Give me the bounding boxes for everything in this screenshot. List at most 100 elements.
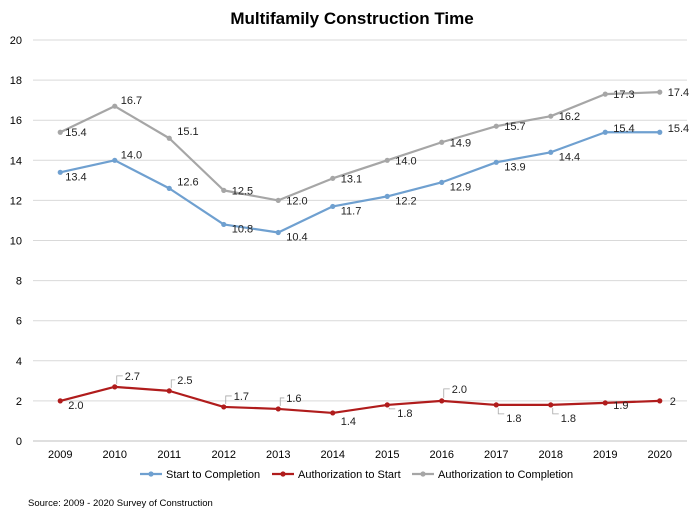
data-point-start-to-completion <box>112 157 118 163</box>
data-label-start-to-completion: 12.9 <box>450 181 471 193</box>
data-label-authorization-to-completion: 12.5 <box>232 185 253 197</box>
data-label-start-to-completion: 14.4 <box>559 151 580 163</box>
series-line-start-to-completion <box>60 131 660 234</box>
y-tick-label: 20 <box>10 35 22 47</box>
data-point-authorization-to-start <box>330 410 336 416</box>
data-point-authorization-to-completion <box>384 157 390 163</box>
legend-label-authorization-to-start: Authorization to Start <box>298 469 401 481</box>
data-label-authorization-to-start: 2 <box>670 396 676 408</box>
data-label-leader <box>170 379 176 388</box>
legend-label-authorization-to-completion: Authorization to Completion <box>438 469 573 481</box>
x-tick-label: 2020 <box>648 449 672 461</box>
data-labels: 13.4 14.0 12.6 10.8 10.4 11.7 12.2 12.9 13.9 14.4… <box>65 87 689 428</box>
y-tick-label: 12 <box>10 195 22 207</box>
y-tick-label: 4 <box>16 356 22 368</box>
y-tick-label: 0 <box>16 436 22 448</box>
data-point-authorization-to-start <box>548 402 554 408</box>
y-tick-label: 18 <box>10 75 22 87</box>
x-tick-label: 2016 <box>430 449 454 461</box>
data-label-authorization-to-completion: 12.0 <box>286 195 307 207</box>
data-label-authorization-to-start: 1.8 <box>506 413 521 425</box>
data-point-start-to-completion <box>493 159 499 165</box>
data-point-authorization-to-completion <box>330 175 336 181</box>
data-point-start-to-completion <box>221 221 227 228</box>
x-tick-label: 2009 <box>48 449 72 461</box>
data-label-authorization-to-start: 2.0 <box>452 384 467 396</box>
series-line-authorization-to-start <box>59 385 660 415</box>
data-label-authorization-to-completion: 17.3 <box>613 89 634 101</box>
data-point-authorization-to-completion <box>657 89 663 95</box>
legend: Start to Completion Authorization to Star… <box>140 469 573 481</box>
data-label-start-to-completion: 12.2 <box>395 195 416 207</box>
data-label-authorization-to-completion: 15.4 <box>65 127 86 139</box>
data-label-start-to-completion: 14.0 <box>121 149 142 161</box>
data-label-authorization-to-start: 1.4 <box>341 416 356 428</box>
data-point-start-to-completion <box>275 229 281 236</box>
series-line-authorization-to-completion <box>59 91 660 202</box>
data-point-authorization-to-completion <box>439 139 445 145</box>
data-label-start-to-completion: 10.8 <box>232 223 253 235</box>
data-label-authorization-to-start: 2.7 <box>125 371 140 383</box>
data-label-authorization-to-start: 2.5 <box>177 375 192 387</box>
data-point-start-to-completion <box>166 185 172 191</box>
data-point-authorization-to-start <box>112 384 118 390</box>
data-label-authorization-to-start: 2.0 <box>68 400 83 412</box>
data-point-start-to-completion <box>439 179 445 185</box>
data-point-authorization-to-start <box>384 402 390 408</box>
data-label-authorization-to-start: 1.6 <box>286 393 301 405</box>
data-label-authorization-to-completion: 13.1 <box>341 173 362 185</box>
data-label-start-to-completion: 12.6 <box>177 176 198 188</box>
data-label-authorization-to-completion: 14.0 <box>395 155 416 167</box>
data-label-authorization-to-start: 1.8 <box>561 413 576 425</box>
data-point-start-to-completion <box>330 203 336 210</box>
x-tick-label: 2018 <box>539 449 563 461</box>
data-point-start-to-completion <box>384 193 390 199</box>
data-point-start-to-completion <box>57 169 63 175</box>
y-tick-label: 8 <box>16 276 22 288</box>
data-label-leader <box>552 407 559 415</box>
data-point-authorization-to-completion <box>275 197 281 203</box>
data-label-leader <box>279 397 285 406</box>
data-point-authorization-to-start <box>439 398 445 404</box>
data-point-start-to-completion <box>657 129 663 135</box>
chart-title: Multifamily Construction Time <box>230 9 473 28</box>
data-label-leader <box>388 407 396 410</box>
data-label-authorization-to-start: 1.8 <box>397 408 412 420</box>
x-tick-label: 2014 <box>321 449 345 461</box>
data-label-start-to-completion: 11.7 <box>341 205 362 217</box>
data-point-authorization-to-start <box>221 404 227 410</box>
y-tick-label: 14 <box>10 155 22 167</box>
data-point-authorization-to-start <box>57 398 63 404</box>
x-tick-label: 2019 <box>593 449 617 461</box>
data-label-leader <box>116 375 123 384</box>
legend-marker-authorization-to-completion <box>420 471 426 477</box>
data-label-start-to-completion: 15.4 <box>613 123 634 135</box>
x-tick-label: 2013 <box>266 449 290 461</box>
data-point-start-to-completion <box>548 149 554 155</box>
data-label-authorization-to-completion: 17.4 <box>668 87 689 99</box>
data-label-authorization-to-completion: 16.7 <box>121 95 142 107</box>
data-label-leader <box>225 395 232 404</box>
data-label-authorization-to-start: 1.9 <box>613 400 628 412</box>
series-group <box>57 89 663 416</box>
data-point-authorization-to-start <box>602 400 608 406</box>
x-tick-label: 2015 <box>375 449 399 461</box>
data-point-authorization-to-completion <box>493 123 499 129</box>
data-label-leader <box>497 407 505 415</box>
data-label-start-to-completion: 13.4 <box>65 171 86 183</box>
y-axis-ticks: 0 2 4 6 8 10 12 14 16 18 20 <box>10 35 22 448</box>
data-label-authorization-to-completion: 15.7 <box>504 121 525 133</box>
gridlines <box>33 39 687 442</box>
x-tick-label: 2017 <box>484 449 508 461</box>
data-point-authorization-to-completion <box>221 187 227 193</box>
y-tick-label: 2 <box>16 396 22 408</box>
data-point-authorization-to-completion <box>112 103 118 109</box>
data-label-authorization-to-completion: 15.1 <box>177 126 198 138</box>
y-tick-label: 10 <box>10 236 22 248</box>
data-label-start-to-completion: 10.4 <box>286 231 307 243</box>
data-label-authorization-to-completion: 14.9 <box>450 137 471 149</box>
data-point-authorization-to-completion <box>602 91 608 97</box>
data-point-authorization-to-start <box>166 388 172 394</box>
legend-label-start-to-completion: Start to Completion <box>166 469 260 481</box>
